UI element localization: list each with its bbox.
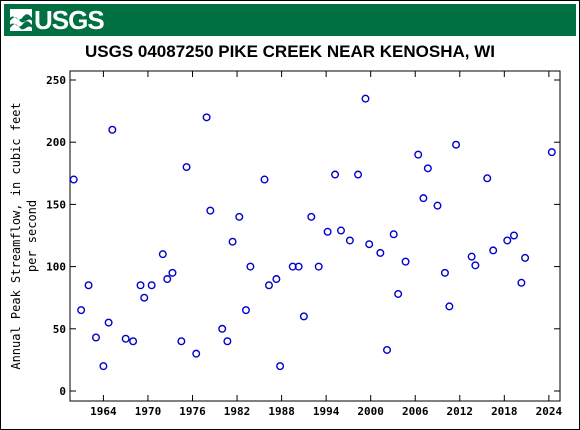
data-point [158,250,167,259]
data-point [394,289,403,298]
data-point [361,94,370,103]
data-point [235,212,244,221]
data-point [467,252,476,261]
x-tick-label: 2018 [491,405,518,418]
data-point [323,227,332,236]
data-point [163,275,172,284]
data-point [136,281,145,290]
data-point [452,140,461,149]
data-point [547,148,556,157]
data-point [104,318,113,327]
data-point [376,248,385,257]
data-point [331,170,340,179]
data-point [336,226,345,235]
data-point [414,150,423,159]
data-point [223,337,232,346]
x-tick-label: 1988 [268,405,295,418]
y-axis-title-line1: Annual Peak Streamflow, in cubic feet [9,102,23,369]
data-point [140,293,149,302]
y-tick-label: 100 [46,261,66,274]
data-point [440,268,449,277]
data-point [129,337,138,346]
data-point [433,201,442,210]
data-point [108,125,117,134]
data-point [483,174,492,183]
data-point [294,262,303,271]
y-tick-label: 250 [46,74,66,87]
usgs-wave-icon [10,9,32,31]
x-tick-label: 1964 [90,405,117,418]
usgs-banner: USGS [4,4,576,36]
data-point [517,278,526,287]
data-point [168,268,177,277]
data-point [276,362,285,371]
data-point [228,237,237,246]
data-point [489,246,498,255]
chart-title: USGS 04087250 PIKE CREEK NEAR KENOSHA, W… [84,42,495,61]
y-axis-title-line2: per second [25,200,39,272]
data-point [147,281,156,290]
data-point [241,306,250,315]
data-point [264,281,273,290]
x-tick-label: 2024 [536,405,563,418]
x-tick-label: 1994 [313,405,340,418]
data-point [365,240,374,249]
data-point [192,349,201,358]
data-point [471,261,480,270]
y-tick-label: 0 [59,385,66,398]
data-point [121,334,130,343]
x-tick-label: 1976 [179,405,206,418]
data-point [77,306,86,315]
data-point [69,175,78,184]
data-point [423,164,432,173]
data-point [91,333,100,342]
data-point [206,206,215,215]
y-tick-label: 200 [46,136,66,149]
data-point [401,257,410,266]
y-tick-label: 50 [53,323,66,336]
data-point [354,170,363,179]
data-point [260,175,269,184]
y-tick-label: 150 [46,198,66,211]
data-point [299,312,308,321]
data-point [84,281,93,290]
x-tick-label: 2006 [402,405,429,418]
data-point [177,337,186,346]
x-tick-label: 2000 [357,405,384,418]
x-tick-label: 1970 [135,405,162,418]
usgs-logo-text: USGS [34,5,105,35]
data-point [383,345,392,354]
x-tick-label: 2012 [447,405,474,418]
data-point [419,194,428,203]
data-point [307,212,316,221]
data-point [445,302,454,311]
data-point [182,163,191,172]
y-axis-title: Annual Peak Streamflow, in cubic feet pe… [9,102,39,369]
x-tick-label: 1982 [224,405,251,418]
data-point [345,236,354,245]
data-point [272,275,281,284]
data-point [202,113,211,122]
data-point [503,236,512,245]
data-point [246,262,255,271]
data-point [218,324,227,333]
data-point [509,231,518,240]
data-point [99,362,108,371]
data-point [389,230,398,239]
plot-area-border [69,70,561,402]
data-point [314,262,323,271]
data-point [521,253,530,262]
